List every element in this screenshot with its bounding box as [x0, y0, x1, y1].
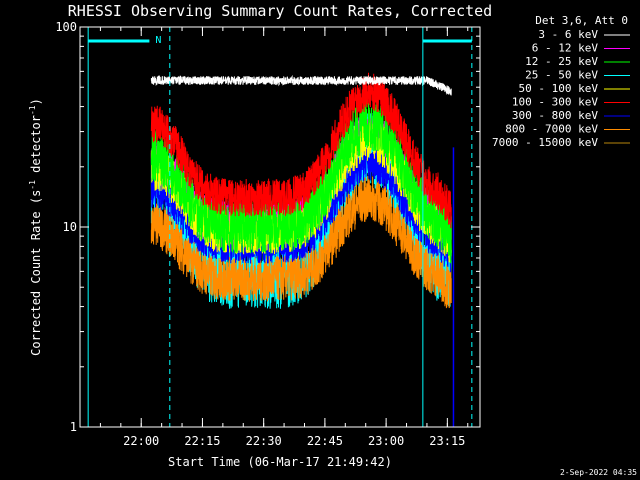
legend-entry-label: 50 - 100 keV: [519, 82, 599, 95]
x-tick-label: 22:00: [123, 434, 159, 448]
legend-title: Det 3,6, Att 0: [535, 14, 628, 27]
legend-entry-label: 12 - 25 keV: [525, 55, 598, 68]
y-axis: 1 10 100: [55, 20, 480, 434]
y-tick-label: 100: [55, 20, 77, 34]
x-tick-label: 22:30: [246, 434, 282, 448]
legend-entry-label: 7000 - 15000 keV: [492, 136, 598, 149]
x-tick-label: 23:15: [429, 434, 465, 448]
x-tick-label: 22:45: [307, 434, 343, 448]
plot-area: [150, 72, 452, 309]
x-tick-label: 23:00: [368, 434, 404, 448]
series-trace: [150, 99, 452, 264]
x-axis-label: Start Time (06-Mar-17 21:49:42): [168, 455, 392, 469]
reference-lines: N: [87, 27, 473, 427]
series-trace: [150, 176, 452, 309]
saa-flag-label: N: [155, 35, 161, 46]
x-axis: 22:00 22:15 22:30 22:45 23:00 23:15: [99, 27, 469, 448]
y-axis-label: Corrected Count Rate (s-1 detector-1): [28, 98, 43, 356]
y-tick-label: 10: [63, 220, 77, 234]
y-axis-label-end: ): [29, 98, 43, 105]
legend-entry-label: 3 - 6 keV: [538, 28, 598, 41]
legend-entry-label: 100 - 300 keV: [512, 96, 598, 109]
legend-entry-label: 6 - 12 keV: [532, 42, 599, 55]
y-tick-label: 1: [70, 420, 77, 434]
series-trace: [150, 74, 452, 97]
y-axis-label-sup2: -1: [28, 105, 37, 115]
timestamp: 2-Sep-2022 04:35: [560, 468, 637, 477]
legend-entry-label: 800 - 7000 keV: [505, 123, 598, 136]
y-axis-label-sup1: -1: [28, 180, 37, 190]
y-axis-label-main: Corrected Count Rate (s: [29, 190, 43, 356]
y-axis-label-mid: detector: [29, 115, 43, 180]
x-tick-label: 22:15: [184, 434, 220, 448]
chart-title: RHESSI Observing Summary Count Rates, Co…: [68, 2, 492, 20]
legend-entry-label: 25 - 50 keV: [525, 69, 598, 82]
legend-entry-label: 300 - 800 keV: [512, 109, 598, 122]
series-trace: [150, 72, 452, 229]
